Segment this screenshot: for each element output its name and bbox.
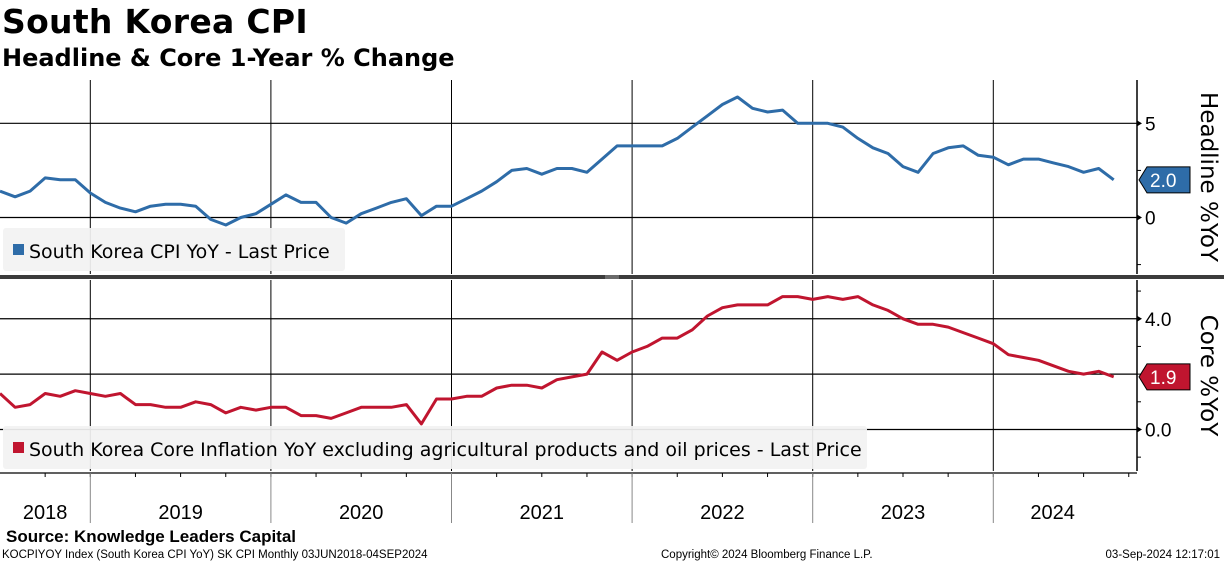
x-tick-label: 2022 (700, 502, 745, 524)
chart-title: South Korea CPI (2, 2, 308, 41)
y-axis-title: Headline %YoY (1195, 92, 1221, 263)
y-axis-title: Core %YoY (1195, 315, 1221, 437)
x-tick-label: 2024 (1030, 502, 1075, 524)
source-note: Source: Knowledge Leaders Capital (6, 527, 297, 546)
legend-box (3, 228, 345, 271)
core-panel: 4.0 0.0 South Korea Core Inflation YoY exc… (0, 280, 1221, 471)
last-value-label: 1.9 (1150, 368, 1176, 389)
y-tick-label: 4.0 (1145, 310, 1171, 331)
last-value-tag (1138, 363, 1191, 391)
legend-box (3, 426, 867, 469)
x-axis: 2018 2019 2020 2021 2022 2023 2024 (0, 472, 1137, 524)
y-tick-label: 0 (1145, 208, 1156, 229)
legend-swatch (13, 442, 24, 453)
y-tick-label: 0.0 (1145, 420, 1171, 441)
x-tick-label: 2023 (881, 502, 926, 524)
ticker-info: KOCPIYOY Index (South Korea CPI YoY) SK … (2, 549, 428, 561)
legend-label: South Korea CPI YoY - Last Price (29, 241, 330, 263)
last-value-label: 2.0 (1150, 171, 1176, 192)
panel-separator (0, 275, 1224, 279)
headline-series-line (0, 95, 1115, 227)
legend-swatch (13, 244, 24, 255)
last-value-tag (1138, 166, 1191, 194)
x-tick-label: 2021 (520, 502, 565, 524)
copyright: Copyright© 2024 Bloomberg Finance L.P. (661, 549, 873, 561)
headline-panel: 5 0 South Korea CPI YoY - Last Price 2.0 Hea… (0, 80, 1221, 274)
x-tick-label: 2019 (158, 502, 203, 524)
x-tick-label: 2020 (339, 502, 384, 524)
timestamp: 03-Sep-2024 12:17:01 (1105, 549, 1220, 561)
legend-label: South Korea Core Inflation YoY excluding… (29, 439, 862, 461)
chart-subtitle: Headline & Core 1-Year % Change (2, 44, 455, 72)
y-tick-label: 5 (1145, 114, 1156, 135)
core-series-line (0, 295, 1115, 426)
x-tick-label: 2018 (23, 502, 68, 524)
